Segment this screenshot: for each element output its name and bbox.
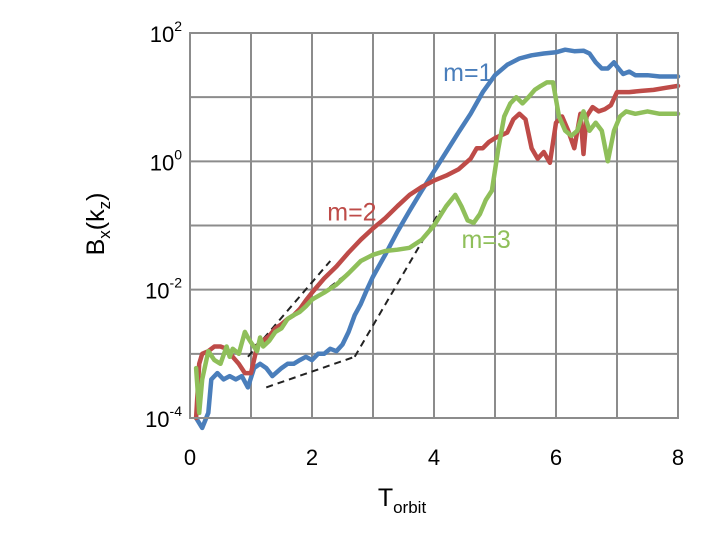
- x-axis-title: Torbit: [378, 484, 427, 517]
- y-tick-label: 102: [150, 18, 182, 47]
- x-tick-label: 8: [672, 445, 684, 470]
- series-line-m-2: [193, 83, 681, 421]
- series-lines: [193, 47, 681, 431]
- x-tick-label: 2: [306, 445, 318, 470]
- guide-lines: [247, 210, 441, 389]
- series-label-m-2: m=2: [327, 198, 376, 226]
- series-labels: m=1 m=2 m=3: [327, 59, 511, 254]
- x-axis-title-sub: orbit: [393, 498, 426, 517]
- y-tick-label: 10-4: [145, 403, 182, 432]
- x-axis-title-base: T: [378, 484, 393, 512]
- series-label-m-3: m=3: [461, 226, 510, 254]
- y-tick-base: 10: [145, 407, 169, 432]
- y-tick-label: 100: [150, 146, 182, 175]
- x-tick-label: 4: [428, 445, 440, 470]
- y-tick-base: 10: [150, 22, 174, 47]
- series-line-m-3: [193, 80, 681, 416]
- x-tick-label: 0: [184, 445, 196, 470]
- y-tick-base: 10: [150, 150, 174, 175]
- x-tick-labels: 0 2 4 6 8: [184, 445, 684, 470]
- guide-line-dashed: [353, 210, 441, 358]
- y-tick-exponent: -4: [170, 403, 183, 419]
- series-label-m-1: m=1: [443, 59, 492, 87]
- y-tick-base: 10: [145, 279, 169, 304]
- y-axis-title-suffix-sub: z: [95, 201, 114, 210]
- y-tick-label: 10-2: [145, 275, 182, 304]
- plot-frame: [189, 32, 679, 419]
- y-axis-title-close: ): [82, 193, 110, 201]
- guide-line-dashed: [265, 355, 356, 389]
- y-axis-title-sub: x: [95, 230, 114, 239]
- x-tick-label: 6: [550, 445, 562, 470]
- y-axis-title-open: (k: [82, 209, 110, 230]
- guide-line-dashed: [247, 260, 332, 358]
- y-axis-title-group: Bx(kz): [82, 193, 114, 256]
- y-tick-exponent: -2: [170, 275, 183, 291]
- y-tick-exponent: 0: [174, 146, 182, 162]
- y-axis-title: Bx(kz): [82, 193, 114, 256]
- y-axis-title-base: B: [82, 239, 110, 256]
- y-tick-exponent: 2: [174, 18, 182, 34]
